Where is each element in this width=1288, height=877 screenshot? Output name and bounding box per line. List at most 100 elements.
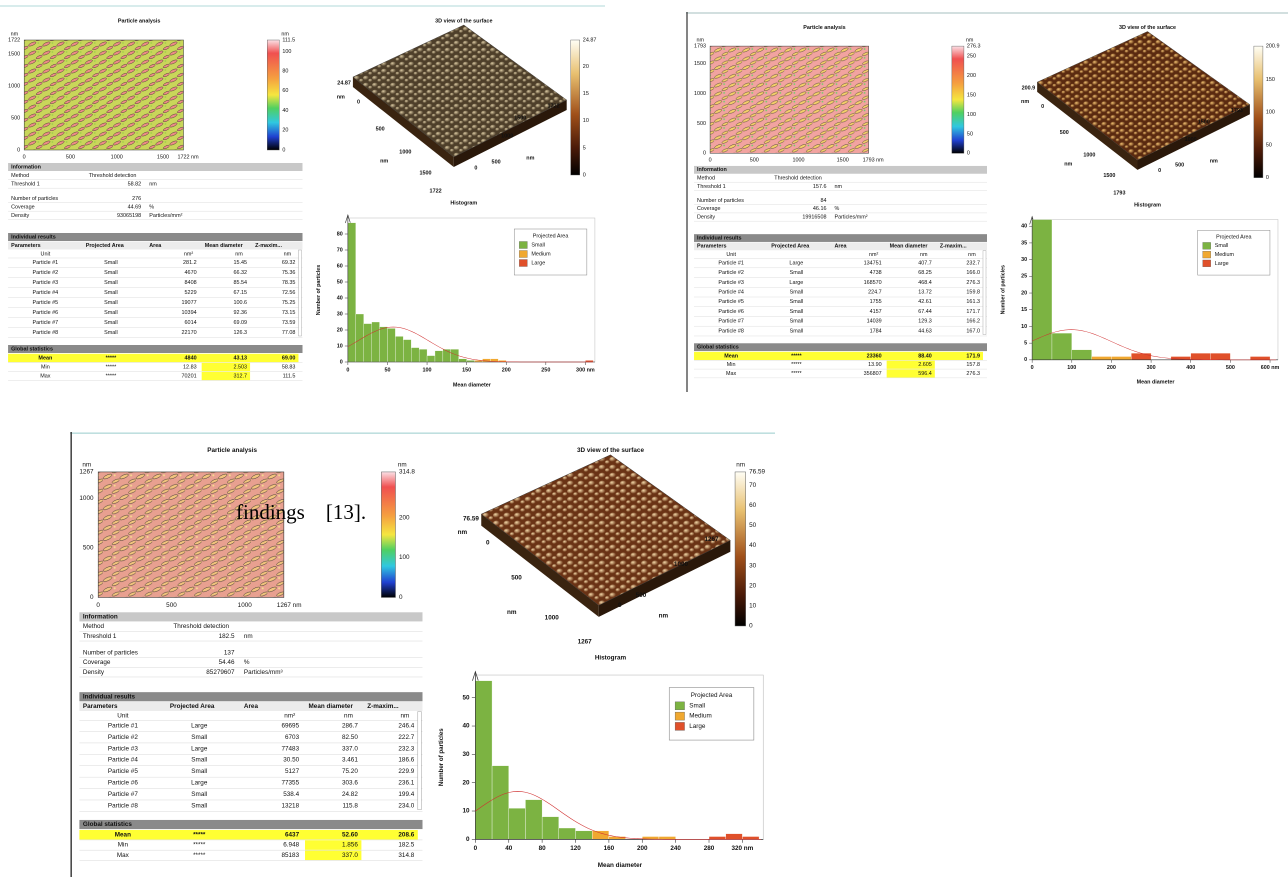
unit-label: Unit — [117, 713, 129, 720]
table-cell: Small — [104, 270, 118, 276]
unit: nm² — [869, 252, 879, 258]
histogram-bar — [726, 834, 743, 840]
histogram-bar — [403, 340, 411, 362]
panel: Particle analysis 3D view of the surface n… — [686, 12, 1288, 392]
colorbar-tick: 150 — [967, 93, 976, 99]
table-cell: 126.3 — [233, 330, 247, 336]
surface-axis-label: 1500 — [419, 170, 431, 176]
y-tick-label: 50 — [462, 694, 470, 701]
histogram-bar — [364, 324, 372, 362]
histogram-bar — [1250, 357, 1270, 360]
table-cell: 75.20 — [342, 768, 358, 775]
colorbar-tick: 111.5 — [282, 37, 295, 43]
info-unit: % — [244, 659, 250, 666]
view-title: 3D view of the surface — [1119, 25, 1176, 31]
info-label: Threshold 1 — [83, 633, 117, 640]
info-unit: nm — [834, 184, 842, 190]
table-cell: Particle #4 — [108, 757, 138, 764]
colorbar — [381, 472, 395, 598]
info-label: Density — [11, 213, 29, 219]
stat-cell: 13.90 — [868, 362, 882, 368]
table-cell: Small — [191, 757, 207, 764]
colorbar-tick: 0 — [399, 594, 403, 601]
table-cell: 78.35 — [282, 280, 296, 286]
scrollbar — [298, 250, 301, 336]
histogram-bar — [592, 831, 609, 839]
table-cell: Small — [790, 290, 804, 296]
colorbar-tick: 30 — [749, 562, 757, 569]
legend-label: Large — [689, 723, 706, 730]
histogram-bar — [1052, 333, 1072, 360]
colorbar-tick: 10 — [583, 118, 589, 124]
table-cell: 224.7 — [868, 290, 882, 296]
colorbar-tick: 10 — [749, 603, 757, 610]
surface-3d — [481, 455, 730, 606]
stat-cell: Mean — [724, 353, 738, 359]
x-tick-label: 40 — [505, 845, 513, 852]
stat-cell: Min — [41, 364, 50, 370]
table-cell: Small — [191, 734, 207, 741]
y-tick-label: 50 — [337, 279, 343, 285]
surface-axis-label: 1500 — [1198, 120, 1210, 126]
map-y-tick: 1500 — [694, 61, 706, 67]
x-axis-label: Mean diameter — [453, 382, 492, 388]
surface-axis-label: 0 — [618, 602, 622, 609]
histogram-bar — [372, 322, 380, 362]
histogram-bar — [1191, 353, 1211, 360]
section-title: Global statistics — [11, 346, 53, 352]
table-cell: Particle #3 — [718, 280, 744, 286]
legend-swatch — [675, 702, 684, 710]
histogram-bar — [576, 831, 593, 839]
table-cell: 77355 — [281, 780, 299, 787]
map-y-tick: 0 — [90, 594, 94, 601]
table-cell: 69695 — [281, 723, 299, 730]
histogram-bar — [482, 359, 490, 362]
map-x-tick: 0 — [96, 602, 100, 609]
histogram-bar — [395, 336, 403, 362]
page: {"overlay_text": "findings [13].", "pane… — [0, 0, 1288, 877]
info-label: Threshold 1 — [11, 181, 40, 187]
y-tick-label: 10 — [462, 808, 470, 815]
colorbar-tick: 100 — [967, 112, 976, 118]
y-axis-label: Number of particles — [316, 265, 322, 316]
table-cell: 72.56 — [282, 290, 296, 296]
table-cell: 6014 — [185, 320, 197, 326]
table-cell: Particle #3 — [33, 280, 59, 286]
table-cell: 77.08 — [282, 330, 296, 336]
y-axis-label: Number of particles — [1000, 265, 1006, 314]
table-cell: 73.59 — [282, 320, 296, 326]
table-cell: 69.09 — [233, 320, 247, 326]
legend-swatch — [1203, 242, 1211, 249]
map-x-tick: 500 — [166, 602, 177, 609]
stat-cell: 23360 — [867, 353, 882, 359]
map-x-tick: 500 — [750, 158, 759, 164]
map-x-tick: 0 — [23, 154, 26, 160]
title: Particle analysis — [803, 25, 845, 31]
info-value: 137 — [224, 649, 235, 656]
histogram-bar — [542, 817, 559, 840]
surface-axis-label: 500 — [1175, 162, 1184, 168]
x-tick-label: 320 nm — [731, 845, 753, 852]
surface-axis-label: 1000 — [399, 149, 411, 155]
surface-axis-label: 24.87 — [337, 80, 351, 86]
particle-map — [98, 472, 284, 598]
histogram-bar — [451, 349, 459, 362]
stat-cell: 88.40 — [918, 353, 932, 359]
colorbar-tick: 200 — [967, 73, 976, 79]
particle-map — [24, 40, 183, 150]
table-cell: Particle #5 — [33, 300, 59, 306]
section-title: Individual results — [697, 235, 741, 241]
surface-axis-label: 1793 — [1113, 191, 1125, 197]
table-cell: 30.50 — [283, 757, 299, 764]
x-tick-label: 200 — [1107, 365, 1116, 371]
info-unit: Particles/mm² — [149, 213, 182, 219]
scrollbar — [418, 712, 422, 810]
table-cell: 10394 — [182, 310, 197, 316]
stat-cell: ***** — [791, 371, 802, 377]
stat-cell: 6.948 — [283, 842, 299, 849]
y-tick-label: 0 — [1024, 357, 1027, 363]
table-cell: 15.45 — [233, 260, 247, 266]
surface-axis-label: nm — [380, 158, 388, 164]
colorbar-tick: 150 — [1266, 77, 1275, 83]
x-tick-label: 500 — [1226, 365, 1235, 371]
